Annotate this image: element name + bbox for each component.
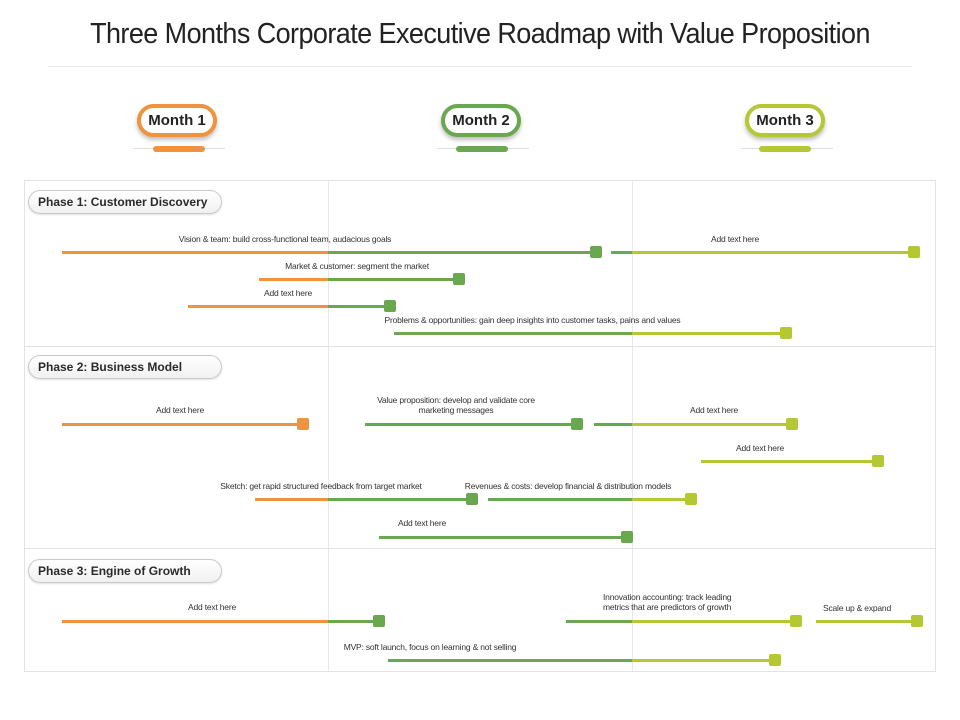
task-label: Add text here	[711, 234, 759, 244]
task-label: Sketch: get rapid structured feedback fr…	[220, 481, 422, 491]
task-end-marker	[466, 493, 478, 505]
task-bar-month-1	[62, 251, 328, 254]
task-label: Problems & opportunities: gain deep insi…	[384, 315, 681, 325]
task-label: MVP: soft launch, focus on learning & no…	[343, 642, 517, 652]
task-end-marker	[297, 418, 309, 430]
task-bar-month-1	[62, 620, 328, 623]
task-bar-month-2	[328, 278, 453, 281]
task-end-marker	[571, 418, 583, 430]
task-end-marker	[780, 327, 792, 339]
task-bar-month-1	[255, 498, 328, 501]
task-bar-month-3	[632, 659, 769, 662]
task-end-marker	[384, 300, 396, 312]
task-bar-month-2	[328, 251, 590, 254]
phase-divider	[24, 346, 936, 347]
task-bar-month-2	[611, 251, 632, 254]
task-bar-month-3	[701, 460, 872, 463]
task-end-marker	[769, 654, 781, 666]
phase-divider	[24, 548, 936, 549]
task-bar-month-2	[566, 620, 632, 623]
task-end-marker	[786, 418, 798, 430]
task-label: Market & customer: segment the market	[285, 261, 429, 271]
task-end-marker	[872, 455, 884, 467]
task-label: Add text here	[398, 518, 446, 528]
task-label: Revenues & costs: develop financial & di…	[464, 481, 672, 491]
task-bar-month-3	[632, 251, 908, 254]
task-label: Scale up & expand	[823, 603, 891, 613]
task-end-marker	[911, 615, 923, 627]
month-1-bar	[153, 146, 205, 152]
task-label: Innovation accounting: track leading met…	[603, 592, 732, 612]
task-bar-month-1	[188, 305, 328, 308]
task-bar-month-3	[632, 498, 685, 501]
roadmap-grid	[24, 180, 936, 672]
title-divider	[48, 66, 912, 67]
task-bar-month-2	[328, 620, 373, 623]
task-label: Add text here	[690, 405, 738, 415]
task-label: Value proposition: develop and validate …	[377, 395, 535, 415]
task-label: Add text here	[156, 405, 204, 415]
task-end-marker	[685, 493, 697, 505]
task-end-marker	[373, 615, 385, 627]
month-1-header: Month 1	[137, 104, 217, 137]
month-3-header: Month 3	[745, 104, 825, 137]
task-bar-month-2	[388, 659, 632, 662]
task-bar-month-3	[632, 423, 786, 426]
task-label: Add text here	[736, 443, 784, 453]
page-title: Three Months Corporate Executive Roadmap…	[90, 18, 870, 50]
month-divider	[328, 180, 329, 672]
task-bar-month-2	[379, 536, 622, 539]
task-bar-month-3	[632, 620, 790, 623]
phase-3-label: Phase 3: Engine of Growth	[28, 559, 222, 583]
task-end-marker	[621, 531, 633, 543]
month-2-bar	[456, 146, 508, 152]
task-end-marker	[790, 615, 802, 627]
task-bar-month-3	[632, 332, 780, 335]
task-label: Add text here	[264, 288, 312, 298]
phase-1-label: Phase 1: Customer Discovery	[28, 190, 222, 214]
month-2-header: Month 2	[441, 104, 521, 137]
task-bar-month-2	[328, 498, 466, 501]
task-bar-month-1	[62, 423, 298, 426]
month-divider	[632, 180, 633, 672]
task-end-marker	[908, 246, 920, 258]
task-label: Vision & team: build cross-functional te…	[178, 234, 392, 244]
task-end-marker	[590, 246, 602, 258]
task-label: Add text here	[188, 602, 236, 612]
task-bar-month-2	[594, 423, 632, 426]
phase-2-label: Phase 2: Business Model	[28, 355, 222, 379]
task-bar-month-3	[816, 620, 911, 623]
task-bar-month-2	[365, 423, 571, 426]
task-end-marker	[453, 273, 465, 285]
task-bar-month-1	[259, 278, 328, 281]
month-3-bar	[759, 146, 811, 152]
task-bar-month-2	[488, 498, 632, 501]
task-bar-month-2	[394, 332, 632, 335]
task-bar-month-2	[328, 305, 384, 308]
